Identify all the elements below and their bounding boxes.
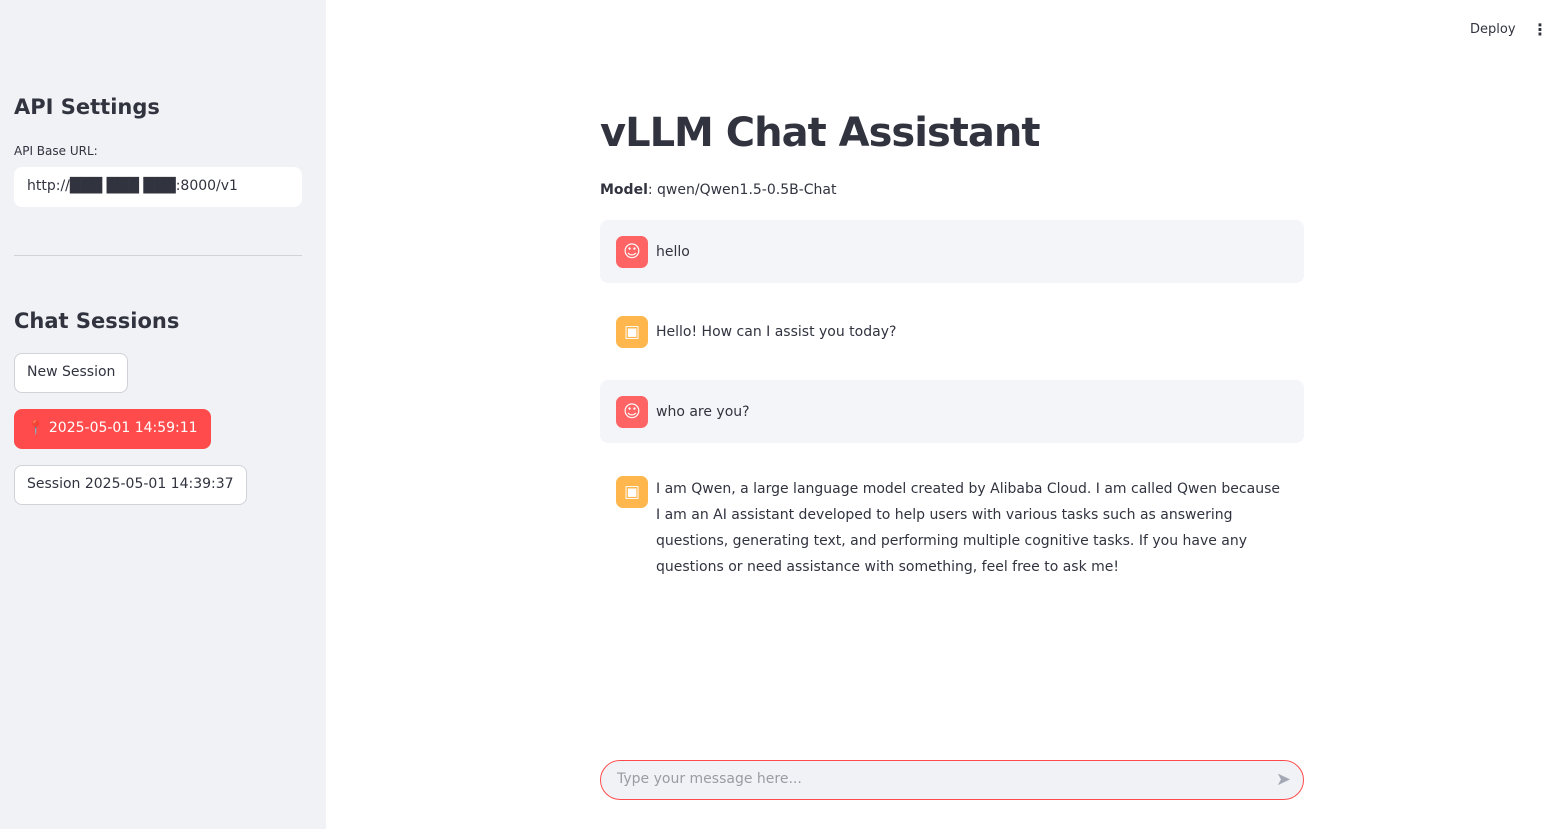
- bot-avatar-icon: ▣: [616, 316, 648, 348]
- message-text: who are you?: [656, 404, 750, 420]
- bot-avatar-icon: ▣: [616, 476, 648, 508]
- vertical-ellipsis-icon[interactable]: ⋮: [1532, 20, 1548, 39]
- user-avatar-icon: ☺: [616, 396, 648, 428]
- chat-input-placeholder: Type your message here...: [617, 771, 802, 787]
- message-text: I am Qwen, a large language model create…: [656, 481, 1280, 575]
- send-icon[interactable]: ➤: [1275, 769, 1291, 790]
- chat-input[interactable]: Type your message here... ➤: [600, 760, 1304, 800]
- api-base-url-label: API Base URL:: [14, 144, 98, 158]
- deploy-button[interactable]: Deploy: [1470, 22, 1516, 37]
- api-base-url-input[interactable]: http://███ ███ ███:8000/v1: [14, 167, 302, 207]
- api-settings-heading: API Settings: [14, 95, 160, 119]
- user-avatar-icon: ☺: [616, 236, 648, 268]
- sidebar: API Settings API Base URL: http://███ ██…: [0, 0, 326, 829]
- message-text: hello: [656, 244, 690, 260]
- chat-message-assistant: ▣ Hello! How can I assist you today?: [600, 300, 1304, 363]
- model-value: : qwen/Qwen1.5-0.5B-Chat: [647, 182, 837, 198]
- chat-sessions-heading: Chat Sessions: [14, 309, 180, 333]
- session-button-active[interactable]: 📍 2025-05-01 14:59:11: [14, 409, 211, 449]
- message-text: Hello! How can I assist you today?: [656, 324, 897, 340]
- new-session-button[interactable]: New Session: [14, 353, 129, 393]
- chat-message-user: ☺ hello: [600, 220, 1304, 283]
- chat-message-assistant: ▣ I am Qwen, a large language model crea…: [600, 476, 1304, 580]
- chat-message-user: ☺ who are you?: [600, 380, 1304, 443]
- session-button[interactable]: Session 2025-05-01 14:39:37: [14, 465, 247, 505]
- model-label: Model: [600, 182, 648, 198]
- page-title: vLLM Chat Assistant: [600, 110, 1040, 156]
- model-info: Model: qwen/Qwen1.5-0.5B-Chat: [600, 182, 837, 198]
- divider: [14, 255, 302, 256]
